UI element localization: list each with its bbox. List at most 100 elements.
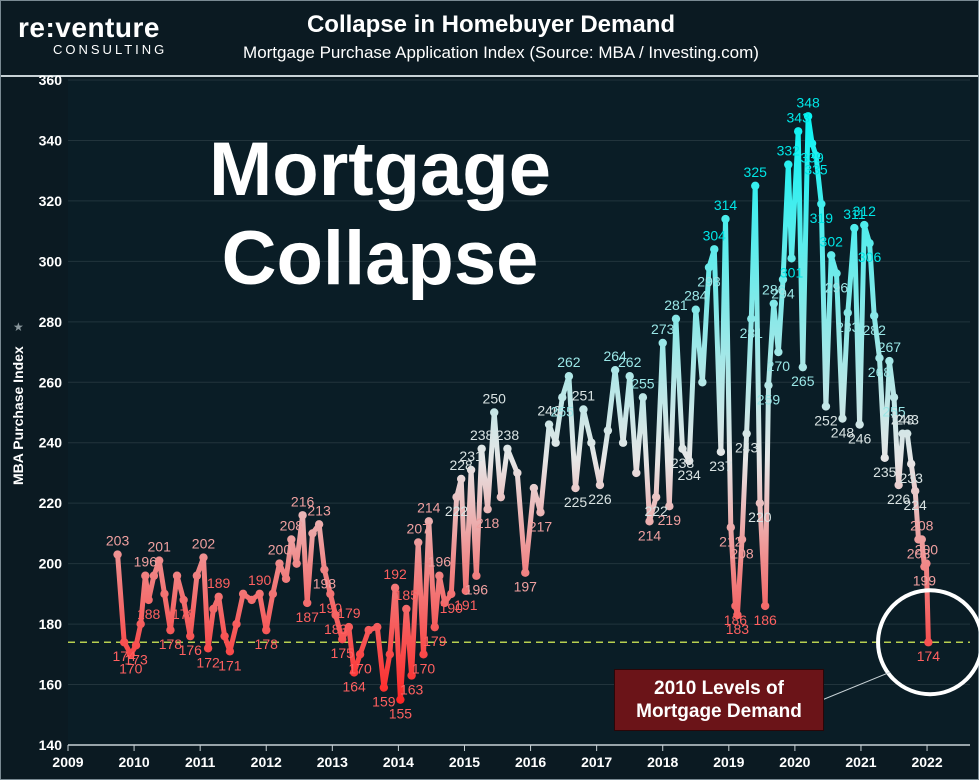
- data-label: 246: [537, 403, 561, 419]
- x-tick-label: 2012: [251, 754, 282, 770]
- data-label: 216: [291, 493, 315, 509]
- data-label: 208: [910, 517, 934, 533]
- data-point: [379, 683, 389, 692]
- data-point: [255, 589, 264, 599]
- data-label: 201: [148, 539, 172, 555]
- data-point: [214, 592, 223, 602]
- y-tick-label: 340: [39, 132, 63, 148]
- x-tick-label: 2013: [317, 754, 348, 770]
- x-tick-label: 2016: [515, 754, 546, 770]
- data-point: [186, 631, 195, 641]
- data-point: [298, 511, 307, 520]
- data-point: [456, 474, 466, 484]
- data-label: 198: [313, 576, 337, 592]
- data-point: [452, 492, 461, 502]
- data-label: 212: [719, 533, 743, 549]
- data-label: 200: [268, 542, 292, 558]
- data-label: 207: [407, 520, 431, 536]
- data-label: 262: [618, 354, 642, 370]
- data-point: [684, 456, 694, 466]
- data-point: [651, 492, 661, 502]
- data-label: 178: [159, 636, 183, 652]
- data-label: 220: [748, 509, 772, 525]
- data-label: 332: [777, 143, 801, 159]
- data-label: 226: [588, 491, 612, 507]
- data-point: [141, 571, 150, 580]
- data-point: [910, 486, 920, 496]
- data-point: [903, 429, 912, 438]
- data-label: 213: [307, 502, 331, 518]
- data-label: 296: [825, 279, 849, 295]
- data-label: 248: [831, 425, 855, 441]
- data-point: [860, 220, 869, 230]
- data-point: [472, 571, 481, 580]
- data-label: 219: [658, 512, 682, 528]
- y-tick-label: 140: [39, 737, 63, 753]
- data-label: 172: [196, 654, 220, 670]
- data-label: 233: [900, 470, 924, 486]
- y-tick-label: 360: [39, 72, 63, 88]
- data-label: 284: [684, 288, 708, 304]
- chart-subtitle: Mortgage Purchase Application Index (Sou…: [243, 43, 759, 62]
- data-point: [721, 214, 730, 224]
- data-label: 170: [412, 660, 436, 676]
- y-axis-label: MBA Purchase Index: [10, 346, 26, 485]
- data-label: 306: [858, 249, 882, 265]
- data-label: 197: [514, 579, 538, 595]
- data-label: 319: [810, 210, 834, 226]
- data-label: 164: [342, 678, 366, 694]
- data-point: [558, 393, 567, 402]
- data-point: [764, 381, 773, 390]
- data-point: [326, 589, 335, 599]
- data-point: [477, 444, 486, 453]
- data-point: [364, 625, 373, 635]
- data-label: 267: [878, 339, 902, 355]
- data-label: 190: [248, 572, 272, 588]
- data-point: [710, 245, 719, 254]
- data-point: [496, 492, 506, 502]
- data-point: [414, 538, 423, 547]
- data-point: [113, 550, 122, 559]
- y-tick-label: 180: [39, 616, 63, 632]
- data-point: [303, 598, 312, 608]
- data-point: [149, 571, 159, 580]
- data-point: [716, 447, 726, 456]
- y-tick-label: 320: [39, 193, 63, 209]
- data-point: [784, 160, 793, 169]
- data-point: [731, 601, 740, 611]
- data-label: 185: [395, 587, 419, 603]
- data-point: [275, 559, 284, 568]
- data-label: 286: [762, 282, 786, 298]
- data-point: [778, 275, 788, 284]
- data-label: 174: [917, 648, 941, 664]
- data-point: [435, 571, 444, 580]
- data-point: [407, 671, 416, 680]
- data-label: 226: [887, 491, 911, 507]
- data-point: [529, 483, 539, 493]
- data-label: 339: [800, 149, 824, 165]
- data-label: 231: [459, 448, 483, 464]
- overlay-headline-line2: Collapse: [221, 216, 539, 301]
- data-point: [126, 650, 135, 659]
- data-label: 188: [137, 606, 161, 622]
- data-label: 246: [848, 431, 872, 447]
- data-point: [755, 498, 765, 508]
- y-tick-label: 260: [39, 374, 63, 390]
- data-point: [551, 438, 560, 447]
- data-point: [678, 444, 687, 453]
- data-label: 190: [319, 600, 343, 616]
- data-point: [865, 239, 874, 248]
- data-point: [632, 468, 641, 478]
- data-label: 163: [400, 681, 424, 697]
- brand-logo-subtitle: CONSULTING: [53, 42, 168, 57]
- data-label: 217: [529, 518, 553, 534]
- data-label: 179: [337, 605, 361, 621]
- highlight-circle: [876, 588, 979, 697]
- y-tick-label: 280: [39, 314, 63, 330]
- data-point: [268, 589, 278, 599]
- data-label: 304: [703, 227, 727, 243]
- data-label: 202: [192, 536, 216, 552]
- data-point: [671, 314, 681, 323]
- data-label: 208: [730, 545, 754, 561]
- data-point: [203, 644, 213, 653]
